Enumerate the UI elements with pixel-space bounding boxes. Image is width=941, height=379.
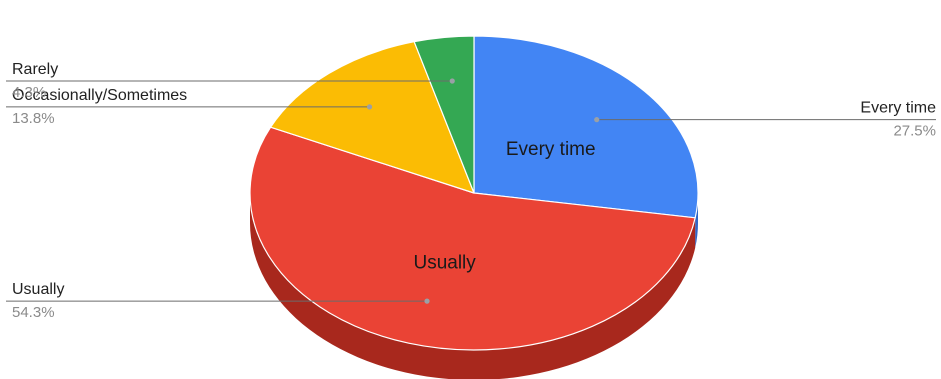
leader-dot-every-time	[594, 117, 600, 123]
pie-slice-rarely[interactable]	[413, 35, 475, 194]
pie-slice-every-time[interactable]	[473, 35, 699, 219]
category-label-every-time: Every time	[860, 100, 936, 117]
leader-dot-rarely	[449, 78, 455, 84]
category-label-usually: Usually	[12, 281, 64, 298]
pie-slice-usually[interactable]	[249, 126, 696, 351]
inside-label-every-time: Every time	[506, 139, 596, 160]
value-label-occasionally-sometimes: 13.8%	[12, 110, 55, 127]
leader-dot-occasionally-sometimes	[366, 104, 373, 110]
category-label-occasionally-sometimes: Occasionally/Sometimes	[12, 87, 187, 104]
value-label-usually: 54.3%	[12, 304, 55, 321]
pie-side-usually	[250, 193, 696, 379]
pie-slice-occasionally-sometimes[interactable]	[270, 41, 475, 194]
pie-label-group: Every time Usually Every time 27.5% Usually 5…	[6, 61, 936, 321]
category-label-rarely: Rarely	[12, 61, 58, 78]
inside-label-usually: Usually	[413, 253, 476, 274]
value-label-rarely: 4.3%	[12, 84, 46, 101]
pie-slice-group	[249, 35, 699, 351]
value-label-every-time: 27.5%	[893, 123, 936, 140]
leader-dot-usually	[424, 298, 430, 304]
